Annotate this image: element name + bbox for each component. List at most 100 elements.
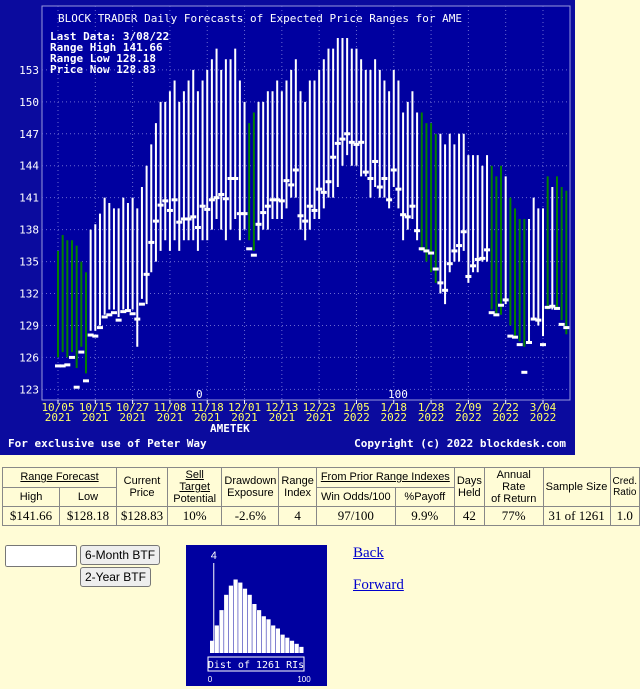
close-marker <box>148 240 155 244</box>
close-marker <box>143 272 150 276</box>
y-tick-label: 135 <box>19 256 39 269</box>
header-top: Days <box>456 475 482 487</box>
current-index-label: 4 <box>211 550 217 562</box>
header: From Prior Range Indexes <box>315 467 455 488</box>
header: Range Forecast <box>2 467 117 488</box>
header-top: Sell Target <box>179 469 210 493</box>
y-tick-label: 138 <box>19 224 39 237</box>
y-tick-label: 129 <box>19 319 39 332</box>
close-marker <box>316 187 323 191</box>
stats-table: Range Forecast Current Price Sell Target P… <box>2 467 640 526</box>
close-marker <box>157 203 164 207</box>
y-tick-label: 144 <box>19 160 39 173</box>
close-marker <box>428 251 435 255</box>
close-marker <box>526 340 533 344</box>
close-marker <box>540 343 546 347</box>
close-marker <box>516 343 523 347</box>
close-marker <box>227 177 234 181</box>
link[interactable]: Back <box>353 545 384 561</box>
histogram-bar <box>247 594 252 653</box>
x-tick-label: 2/22 2022 <box>492 401 519 424</box>
header-bottom: of Return <box>491 493 537 505</box>
close-marker <box>479 256 486 260</box>
button[interactable]: 6-Month BTF <box>80 545 161 565</box>
marker-label: 0 <box>196 388 203 401</box>
histogram-bar <box>289 640 295 653</box>
header: %Payoff <box>394 486 455 507</box>
x-tick-label: 100 <box>297 675 311 684</box>
symbol-input[interactable] <box>5 545 77 567</box>
close-marker <box>208 198 215 202</box>
close-marker <box>488 311 495 315</box>
close-marker <box>110 311 117 315</box>
cell: 1.0 <box>609 506 640 526</box>
x-tick-label: 1/05 2022 <box>343 401 370 424</box>
close-marker <box>498 303 505 307</box>
close-marker <box>381 177 388 181</box>
histogram-bar <box>294 643 299 653</box>
close-marker <box>138 302 145 306</box>
header-bottom: Index <box>284 487 312 499</box>
close-marker <box>535 318 542 322</box>
close-marker <box>311 208 318 212</box>
close-marker <box>278 199 285 203</box>
close-marker <box>68 355 75 359</box>
x-tick-label: 11/08 2021 <box>153 401 186 424</box>
cell: 42 <box>453 506 485 526</box>
close-marker <box>255 222 262 226</box>
x-axis-label: AMETEK <box>210 422 250 435</box>
close-marker <box>260 211 267 215</box>
histogram-bar <box>271 625 276 653</box>
header: Current Price <box>116 467 168 507</box>
histogram-bar <box>299 646 304 653</box>
close-marker <box>432 267 439 271</box>
close-marker <box>129 312 136 316</box>
y-tick-label: 147 <box>19 128 39 141</box>
histogram-bar <box>219 610 224 653</box>
histogram-bar <box>275 628 280 653</box>
close-marker <box>404 215 411 219</box>
histogram-bar <box>238 582 243 653</box>
x-tick-label: 12/23 2021 <box>303 401 336 424</box>
x-tick-label: 10/27 2021 <box>116 401 149 424</box>
chart: BLOCK TRADER Daily Forecasts of Expected… <box>0 0 575 455</box>
button[interactable]: 2-Year BTF <box>80 567 151 587</box>
footer-left: For exclusive use of Peter Way <box>8 437 207 450</box>
histogram-bar <box>228 585 233 653</box>
header: Cred. Ratio <box>609 467 640 507</box>
close-marker <box>339 137 346 141</box>
link[interactable]: Forward <box>353 577 404 593</box>
header: Range Index <box>278 467 317 507</box>
close-marker <box>283 179 290 183</box>
header: Sell Target Potential <box>166 467 223 507</box>
x-tick-label: 1/28 2022 <box>418 401 445 424</box>
header: Drawdown Exposure <box>221 467 280 507</box>
header: High <box>2 486 60 507</box>
histogram: Dist of 1261 RIs 4 0 100 <box>186 545 327 686</box>
close-marker <box>180 217 187 221</box>
header-bottom: Ratio <box>613 487 637 498</box>
close-marker <box>493 313 500 317</box>
cell: 9.9% <box>394 506 455 526</box>
info-line: Range High 141.66 <box>50 41 163 54</box>
close-marker <box>96 326 103 330</box>
close-marker <box>269 198 276 202</box>
close-marker <box>55 364 61 368</box>
close-marker <box>320 190 327 194</box>
close-marker <box>348 140 355 144</box>
histogram-bar <box>224 594 229 653</box>
close-marker <box>204 207 211 211</box>
close-marker <box>162 199 169 203</box>
close-marker <box>386 198 393 202</box>
y-tick-label: 132 <box>19 288 39 301</box>
close-marker <box>521 370 528 374</box>
close-marker <box>292 168 299 172</box>
close-marker <box>446 262 453 266</box>
close-marker <box>414 229 421 233</box>
histogram-bar <box>252 604 257 653</box>
y-tick-label: 153 <box>19 64 39 77</box>
header: Annual Rate of Return <box>483 467 544 507</box>
close-marker <box>409 204 416 208</box>
close-marker <box>460 230 467 234</box>
